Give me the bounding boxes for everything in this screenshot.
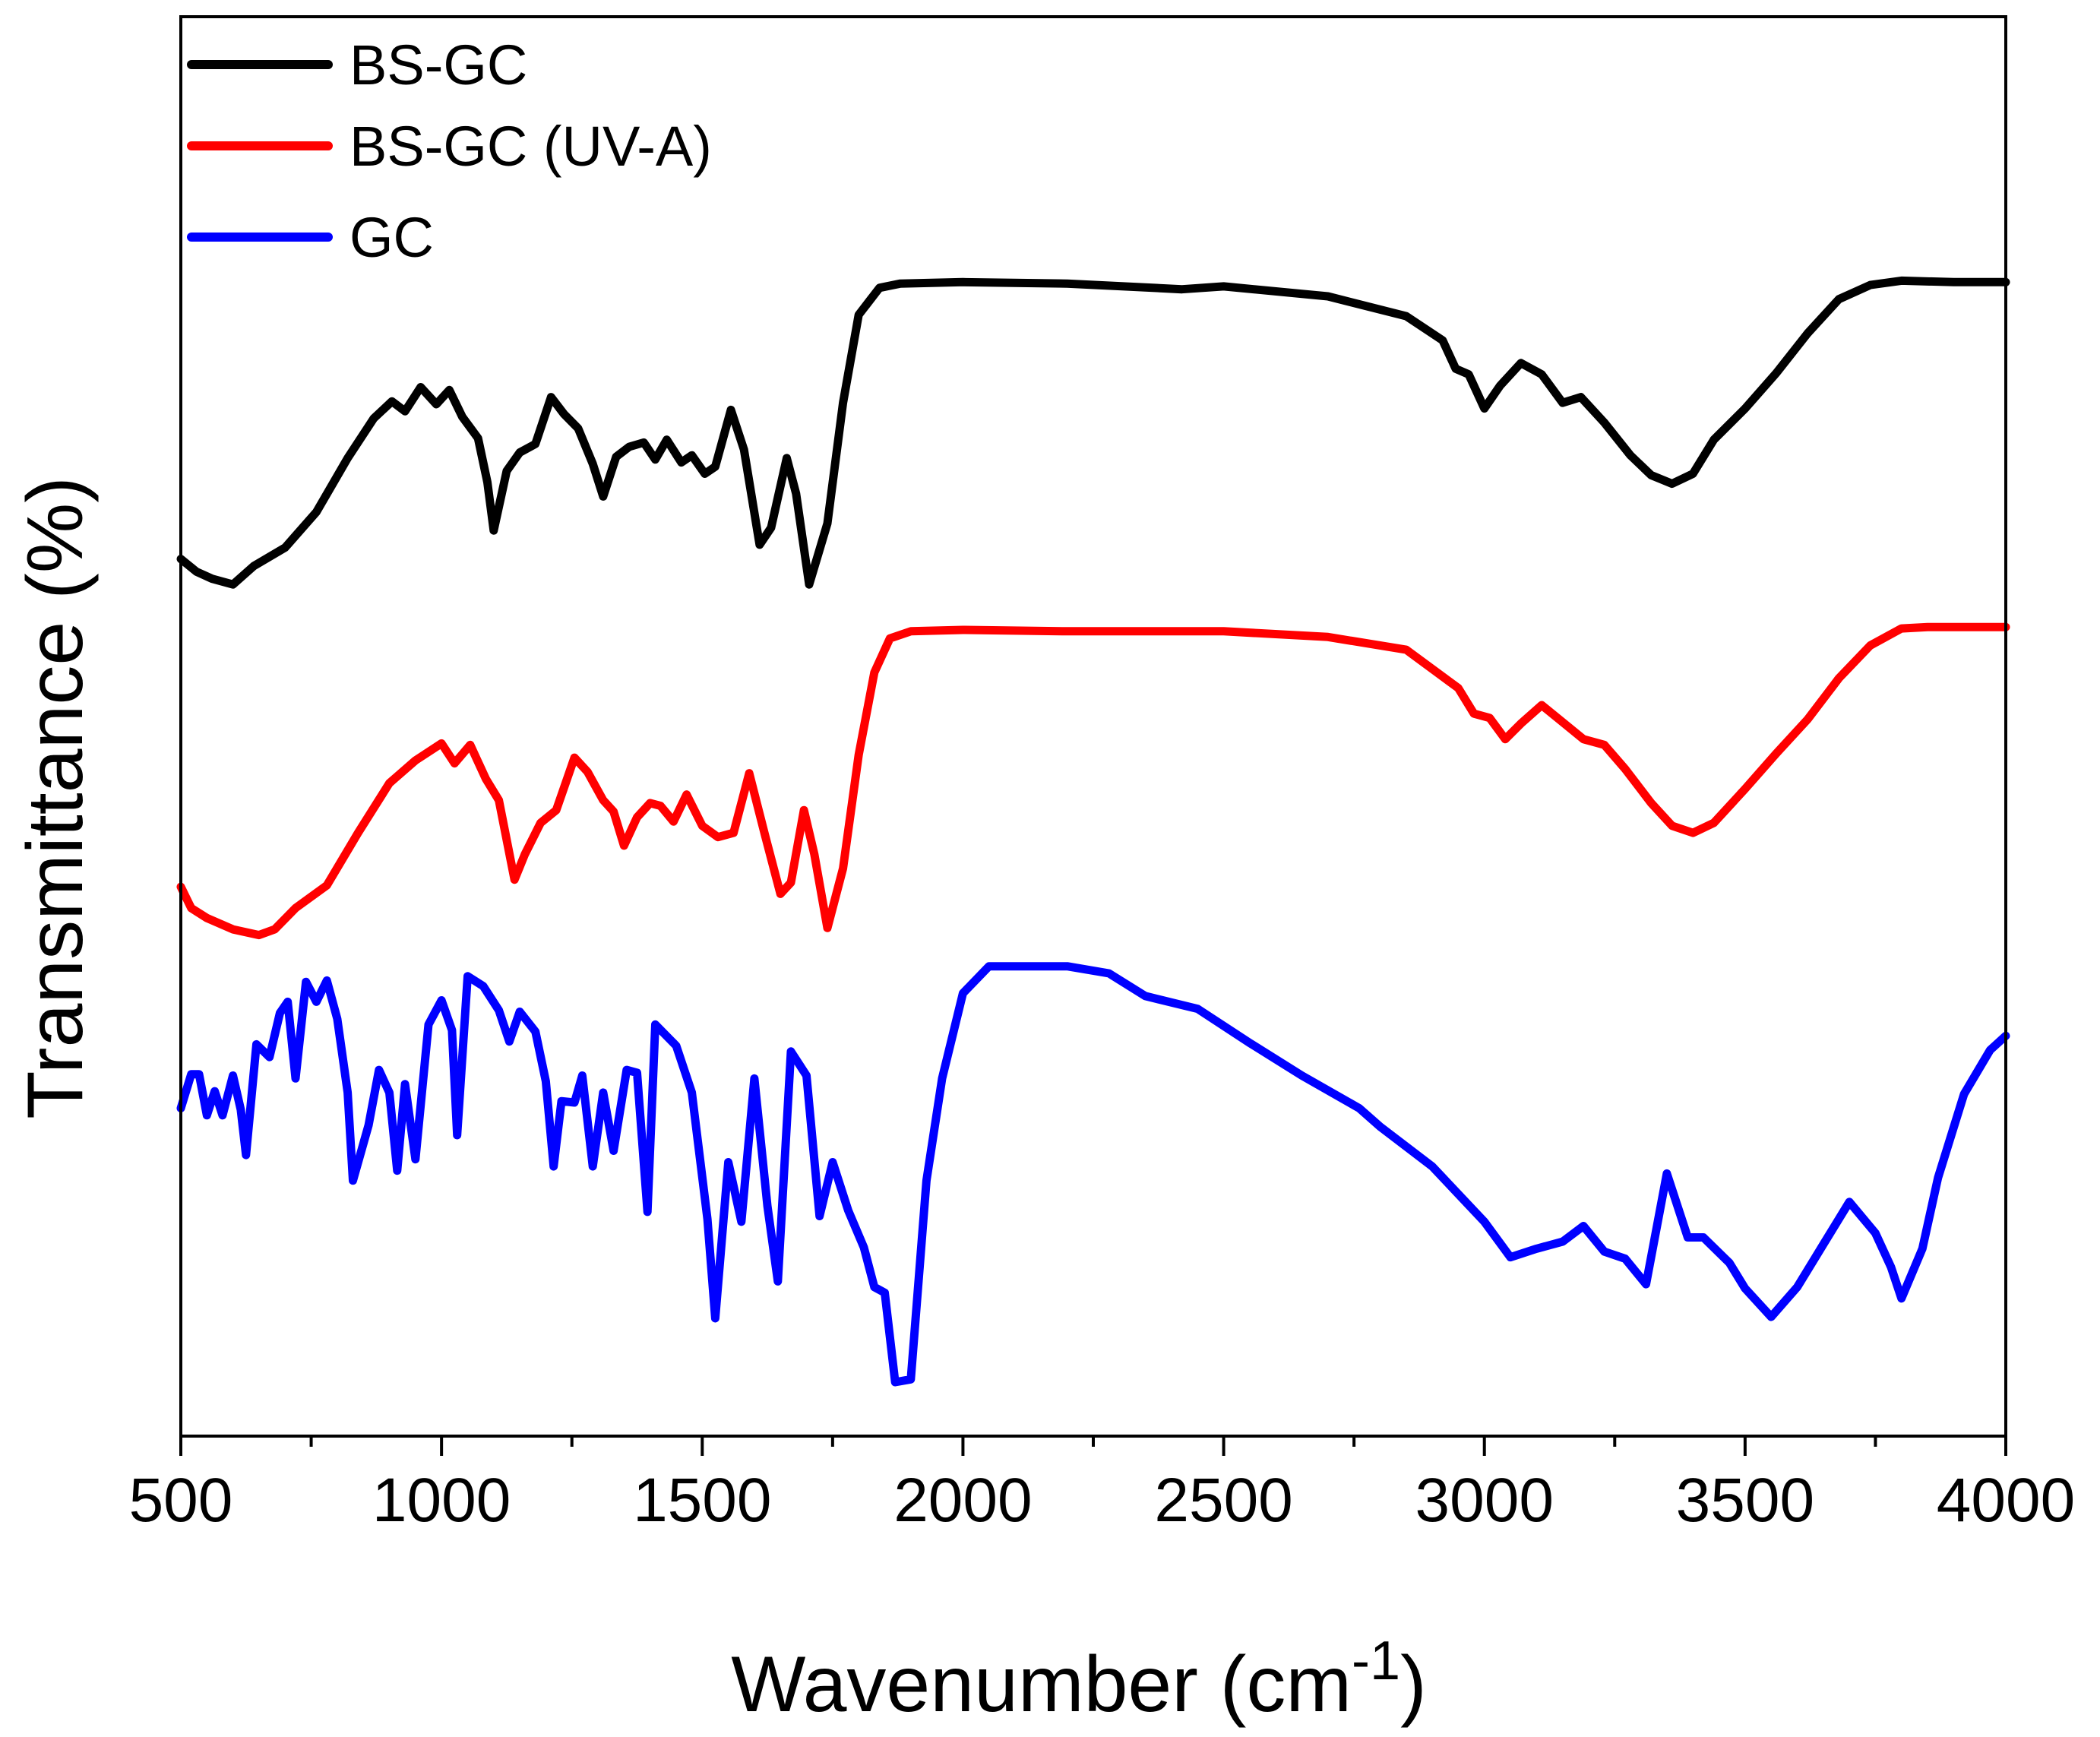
legend-label-2: GC [349,206,434,269]
series-line-0 [176,276,2010,589]
x-axis-title: Wavenumber (cm-1) [731,1631,1426,1729]
legend-label-1: BS-GC (UV-A) [349,115,712,178]
x-axis-title-superscript: -1 [1352,1631,1400,1691]
series-layer [176,276,2010,1387]
legend-label-0: BS-GC [349,33,527,96]
x-tick-label: 1500 [633,1466,771,1535]
y-axis-title: Transmittance (%) [11,476,100,1119]
x-tick-label: 500 [129,1466,233,1535]
x-axis-title-close: ) [1400,1640,1427,1729]
x-tick-label: 4000 [1937,1466,2075,1535]
x-axis-ticks: 500 1000 1500 2000 2500 3000 3500 4000 [129,1436,2075,1535]
series-line-1 [176,622,2010,940]
x-tick-label: 3000 [1415,1466,1554,1535]
x-tick-label: 2000 [893,1466,1032,1535]
legend: BS-GC BS-GC (UV-A) GC [187,33,712,269]
x-axis-title-main: Wavenumber (cm [731,1640,1352,1729]
x-tick-label: 3500 [1676,1466,1814,1535]
series-line-2 [176,962,2010,1387]
x-tick-label: 2500 [1154,1466,1292,1535]
x-tick-label: 1000 [372,1466,511,1535]
